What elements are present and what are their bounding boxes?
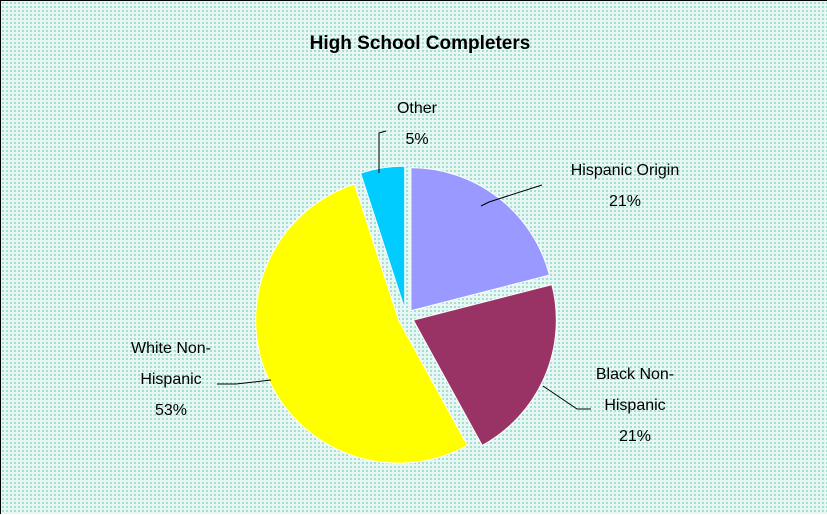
slice-label-white-non-hispanic: White Non- Hispanic 53%: [131, 340, 211, 419]
slice-label-line: 53%: [155, 402, 187, 419]
slice-label-line: Black Non-: [596, 366, 674, 383]
leader-line-other: [378, 130, 387, 173]
slice-label-line: White Non-: [131, 340, 211, 357]
leader-line-black-non-hispanic: [542, 385, 591, 410]
slice-label-line: Hispanic: [140, 371, 201, 388]
leader-line-hispanic-origin: [480, 184, 543, 207]
pie-slices: [255, 165, 557, 464]
chart-title: High School Completers: [310, 33, 531, 54]
pie-slice-hispanic-origin: [410, 167, 551, 312]
slice-label-other: Other 5%: [397, 100, 438, 148]
slice-label-black-non-hispanic: Black Non- Hispanic 21%: [596, 366, 674, 445]
slice-label-line: 21%: [609, 193, 641, 210]
pie-slice-black-non-hispanic: [412, 284, 557, 447]
leader-lines: [217, 130, 591, 410]
slice-label-line: Hispanic Origin: [571, 162, 679, 179]
slice-label-line: 5%: [405, 131, 428, 148]
slice-label-line: Other: [397, 100, 438, 117]
leader-line-white-non-hispanic: [217, 379, 272, 385]
slice-label-hispanic-origin: Hispanic Origin 21%: [571, 162, 679, 210]
pie-slice-other: [359, 165, 406, 310]
pie-slice-white-non-hispanic: [255, 183, 469, 464]
slice-label-line: 21%: [619, 428, 651, 445]
slice-label-line: Hispanic: [604, 397, 665, 414]
slice-labels: Hispanic Origin 21% Black Non- Hispanic 21% W…: [131, 100, 679, 445]
